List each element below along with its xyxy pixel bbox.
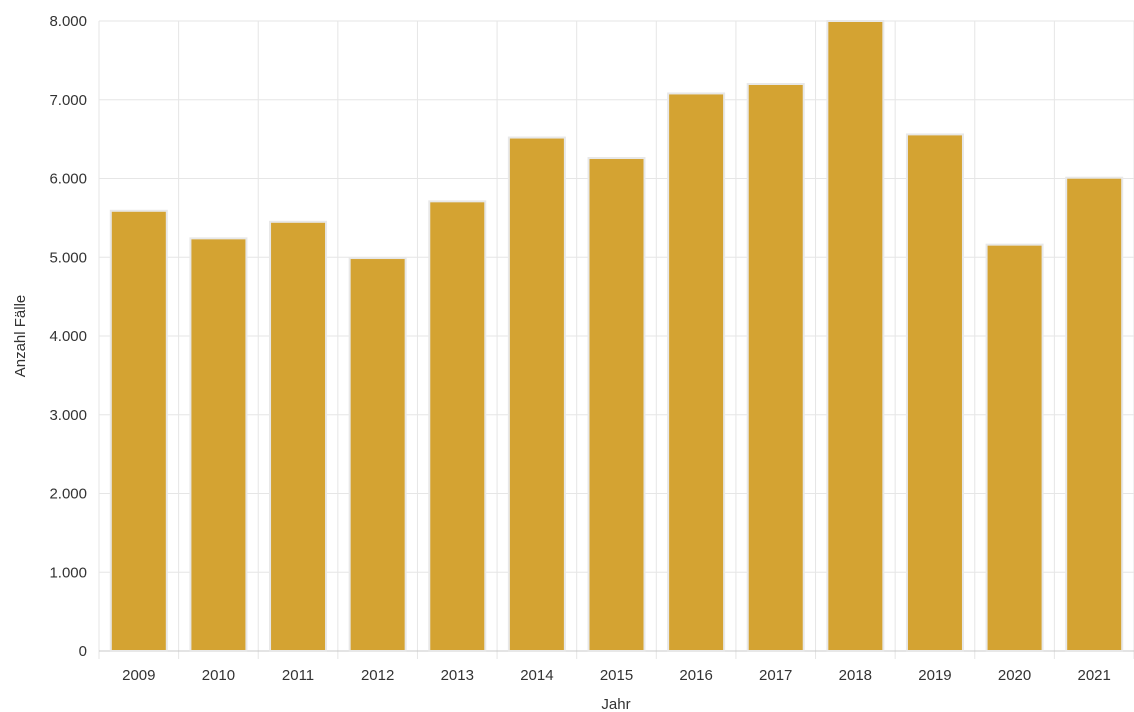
bar-2009[interactable] bbox=[109, 209, 168, 652]
bar-2010[interactable] bbox=[189, 237, 248, 652]
bar-2011[interactable] bbox=[269, 220, 328, 652]
bar-2020[interactable] bbox=[985, 243, 1044, 652]
x-axis-tick-labels: 2009 2010 2011 2012 2013 2014 2015 2016 2017 2018… bbox=[122, 667, 1111, 684]
x-tick-label: 2014 bbox=[520, 667, 553, 684]
bar-2014[interactable] bbox=[507, 136, 566, 653]
x-tick-label: 2013 bbox=[441, 667, 474, 684]
y-tick-label: 7.000 bbox=[49, 92, 87, 109]
vertical-grid-lines bbox=[98, 21, 1134, 659]
x-tick-label: 2018 bbox=[839, 667, 872, 684]
x-tick-label: 2010 bbox=[202, 667, 235, 684]
bar-2016[interactable] bbox=[667, 92, 726, 652]
x-tick-label: 2021 bbox=[1078, 667, 1111, 684]
x-tick-label: 2019 bbox=[918, 667, 951, 684]
bar-2018[interactable] bbox=[826, 20, 885, 652]
y-tick-label: 2.000 bbox=[49, 486, 87, 503]
x-axis-title: Jahr bbox=[601, 696, 630, 712]
x-tick-label: 2015 bbox=[600, 667, 633, 684]
y-tick-label: 8.000 bbox=[49, 13, 87, 30]
bar-2017[interactable] bbox=[746, 83, 805, 652]
bars bbox=[109, 20, 1124, 653]
y-axis-tick-labels: 0 1.000 2.000 3.000 4.000 5.000 6.000 7.000 8.00… bbox=[49, 13, 87, 660]
x-tick-label: 2009 bbox=[122, 667, 155, 684]
y-tick-label: 5.000 bbox=[49, 249, 87, 266]
x-tick-label: 2012 bbox=[361, 667, 394, 684]
x-tick-label: 2020 bbox=[998, 667, 1031, 684]
x-tick-label: 2011 bbox=[282, 667, 314, 684]
x-tick-label: 2017 bbox=[759, 667, 792, 684]
x-tick-label: 2016 bbox=[679, 667, 712, 684]
y-tick-label: 0 bbox=[79, 643, 87, 660]
y-tick-label: 3.000 bbox=[49, 407, 87, 424]
y-tick-label: 4.000 bbox=[49, 328, 87, 345]
y-tick-label: 1.000 bbox=[49, 564, 87, 581]
y-axis-title: Anzahl Fälle bbox=[12, 295, 29, 378]
bar-2012[interactable] bbox=[348, 257, 407, 652]
y-tick-label: 6.000 bbox=[49, 171, 87, 188]
bar-2013[interactable] bbox=[428, 200, 487, 652]
bar-2021[interactable] bbox=[1065, 176, 1124, 652]
bar-2015[interactable] bbox=[587, 157, 646, 652]
bar-2019[interactable] bbox=[905, 133, 964, 652]
